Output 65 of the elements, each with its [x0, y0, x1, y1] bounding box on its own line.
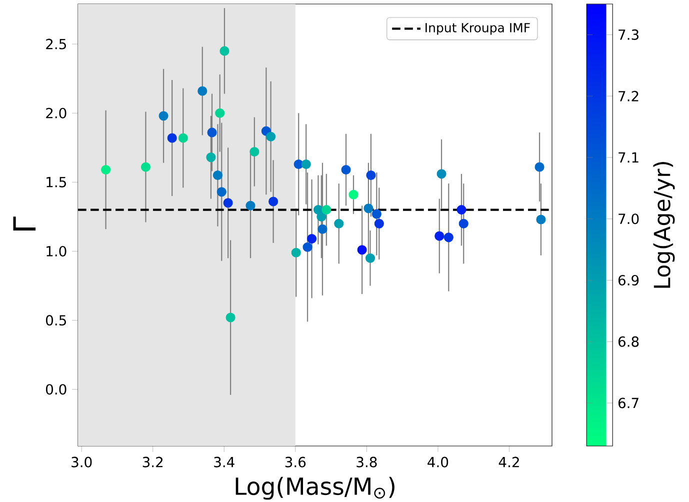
point	[374, 218, 384, 228]
point	[322, 205, 332, 215]
x-axis-title: Log(Mass/M$_{⊙}$)	[236, 476, 394, 500]
point	[302, 242, 312, 252]
color-bar-label: 7.1	[618, 152, 638, 163]
color-bar-label: 7.2	[618, 90, 638, 102]
x-tick-label: 4.2	[498, 456, 519, 468]
color-bar-label: 7.0	[618, 214, 639, 224]
color-bar-label: 6.7	[618, 398, 638, 408]
color-bar-label: 7.3	[618, 29, 638, 40]
point	[167, 133, 177, 143]
point	[365, 253, 376, 263]
color-bar-label: 6.8	[618, 336, 639, 347]
point	[357, 245, 367, 255]
point	[444, 232, 454, 242]
y-tick-label: 2.5	[46, 38, 66, 50]
x-tick-label: 3.2	[142, 456, 162, 468]
point	[348, 190, 358, 200]
point	[178, 133, 188, 143]
color-bar-label: 6.9	[618, 274, 639, 286]
x-tick-label: 4.0	[428, 456, 448, 468]
point	[458, 218, 468, 228]
point	[456, 205, 466, 215]
x-tick-label: 3.6	[285, 456, 306, 468]
y-tick-label: 2.0	[46, 108, 66, 118]
point	[223, 198, 233, 208]
point	[266, 132, 276, 142]
point	[307, 234, 317, 244]
point	[198, 86, 208, 96]
x-tick-label: 3.0	[72, 456, 92, 468]
point	[536, 214, 546, 224]
point	[220, 46, 230, 56]
point	[101, 164, 111, 175]
point	[341, 164, 351, 175]
point	[215, 108, 225, 118]
point	[206, 152, 216, 162]
y-axis-title: Γ	[13, 216, 36, 230]
x-tick-label: 3.8	[356, 456, 377, 468]
point	[226, 312, 236, 322]
color-bar-title: Log(Age/yr)	[653, 162, 675, 288]
point	[246, 200, 256, 210]
point	[291, 248, 301, 258]
point	[372, 209, 382, 219]
point	[366, 170, 376, 180]
x-tick-label: 3.4	[214, 456, 234, 468]
point	[436, 169, 446, 179]
point	[250, 147, 260, 157]
point	[158, 111, 168, 121]
point	[534, 162, 544, 172]
point	[334, 218, 344, 228]
y-tick-label: 0.0	[46, 384, 66, 395]
point	[434, 231, 444, 241]
legend-label: Input Kroupa IMF	[426, 23, 530, 35]
y-tick-label: 1.0	[46, 246, 66, 256]
point	[140, 162, 150, 172]
point	[316, 212, 326, 222]
point	[207, 128, 217, 138]
point	[212, 170, 222, 180]
point	[216, 187, 226, 197]
point	[301, 159, 311, 169]
y-tick-label: 0.5	[46, 315, 66, 326]
point	[318, 224, 328, 234]
point	[364, 204, 374, 214]
point	[268, 196, 278, 206]
y-tick-label: 1.5	[46, 177, 66, 188]
